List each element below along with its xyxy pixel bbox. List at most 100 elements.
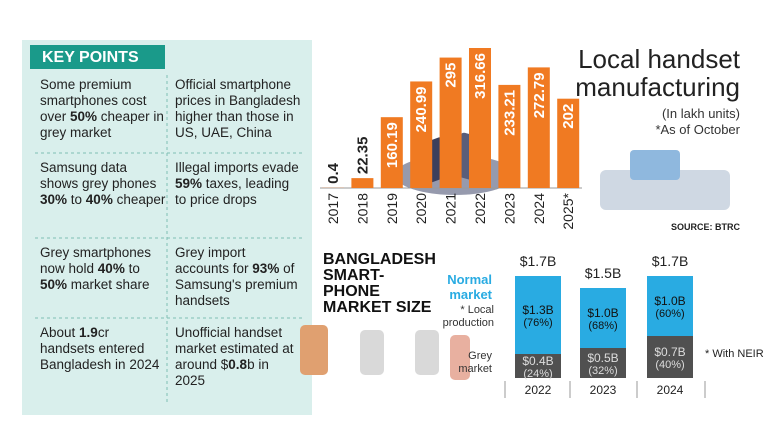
people-illustration xyxy=(300,325,470,380)
legend-note: * Local production xyxy=(442,304,494,329)
x-tick-label: 2024 xyxy=(531,193,547,224)
key-point: Samsung data shows grey phones 30% to 40… xyxy=(40,160,166,208)
value-label: $1.0B xyxy=(587,306,618,320)
bar-segment xyxy=(647,336,693,378)
key-text: taxes, leading to price drops xyxy=(175,176,290,207)
chart-title: SMART- xyxy=(323,267,384,284)
key-figure: 40% xyxy=(97,261,125,276)
value-label: 202 xyxy=(560,104,577,129)
bar xyxy=(498,84,521,188)
value-label: 272.79 xyxy=(531,72,548,118)
key-text: About xyxy=(40,325,80,340)
share-label: (76%) xyxy=(523,317,552,329)
value-label: $0.5B xyxy=(587,351,618,365)
key-points-title: KEY POINTS xyxy=(42,49,139,66)
key-figure: 50% xyxy=(40,277,68,292)
value-label: 233.21 xyxy=(501,90,518,136)
bar-segment xyxy=(580,288,626,348)
x-tick-label: 2017 xyxy=(325,193,341,224)
bar-segment xyxy=(515,276,561,354)
key-text: cr handsets entered Bangladesh in 2024 xyxy=(40,325,160,372)
x-tick-label: 2021 xyxy=(443,193,459,224)
total-label: $1.5B xyxy=(585,265,622,281)
key-point: Unofficial handset market estimated at a… xyxy=(175,325,301,389)
x-tick-label: 2023 xyxy=(590,383,617,397)
key-point: Illegal imports evade 59% taxes, leading… xyxy=(175,160,301,208)
chart-title: PHONE xyxy=(323,283,380,300)
chart-title: MARKET SIZE xyxy=(323,299,432,316)
key-text: of Samsung's premium handsets xyxy=(175,261,298,308)
x-tick-label: 2023 xyxy=(501,193,517,224)
value-label: $0.7B xyxy=(654,345,685,359)
key-text: Samsung data shows grey phones xyxy=(40,160,157,191)
value-label: 22.35 xyxy=(354,137,371,175)
bar-segment xyxy=(647,276,693,336)
share-label: (24%) xyxy=(523,368,552,380)
bar xyxy=(351,178,374,188)
key-figure: 1.9 xyxy=(79,325,98,340)
bar xyxy=(469,48,491,188)
key-point: Some premium smartphones cost over 50% c… xyxy=(40,77,166,141)
bar xyxy=(557,98,580,188)
note: * With NEIR xyxy=(705,348,764,360)
bar xyxy=(380,117,403,188)
separators xyxy=(35,75,305,405)
value-label: $1.0B xyxy=(654,294,685,308)
note: *As of October xyxy=(655,122,740,137)
value-label: 295 xyxy=(443,63,460,88)
x-tick-label: 2022 xyxy=(472,193,488,224)
chart-title: BANGLADESH xyxy=(323,251,436,268)
subtitle: (In lakh units) xyxy=(662,106,740,121)
x-tick-label: 2022 xyxy=(525,383,552,397)
share-label: (40%) xyxy=(655,359,684,371)
key-text: market share xyxy=(67,277,150,292)
value-label: 240.99 xyxy=(413,86,430,132)
share-label: (60%) xyxy=(655,308,684,320)
bar-segment xyxy=(580,348,626,378)
x-tick-label: 2019 xyxy=(384,193,400,224)
key-text: to xyxy=(124,261,140,276)
key-text: to xyxy=(67,192,86,207)
key-figure: 40% xyxy=(85,192,113,207)
key-text: b in 2025 xyxy=(175,357,269,388)
x-tick-label: 2025* xyxy=(560,192,576,229)
key-text: Some premium smartphones cost over xyxy=(40,77,147,124)
key-figure: 59% xyxy=(175,176,203,191)
value-label: 0.4 xyxy=(325,162,342,184)
key-figure: 93% xyxy=(252,261,280,276)
share-label: (32%) xyxy=(588,365,617,377)
value-label: $0.4B xyxy=(522,354,553,368)
chart-title: manufacturing xyxy=(575,72,740,102)
key-points-header xyxy=(30,45,165,69)
x-tick-label: 2024 xyxy=(657,383,684,397)
total-label: $1.7B xyxy=(520,253,557,269)
key-point: Grey smartphones now hold 40% to 50% mar… xyxy=(40,245,166,293)
key-point: About 1.9cr handsets entered Bangladesh … xyxy=(40,325,166,373)
total-label: $1.7B xyxy=(652,253,689,269)
key-text: cheaper xyxy=(112,192,166,207)
share-label: (68%) xyxy=(588,320,617,332)
value-label: 160.19 xyxy=(384,122,401,168)
key-point: Official smartphone prices in Bangladesh… xyxy=(175,77,301,141)
bar xyxy=(527,67,550,188)
value-label: 316.66 xyxy=(472,53,489,99)
x-tick-label: 2020 xyxy=(413,193,429,224)
key-text: Grey import accounts for xyxy=(175,245,253,276)
source: SOURCE: BTRC xyxy=(671,222,740,232)
chart-title: Local handset xyxy=(578,44,741,74)
key-point: Grey import accounts for 93% of Samsung'… xyxy=(175,245,301,309)
key-text: Unofficial handset market estimated at a… xyxy=(175,325,294,372)
key-text: Grey smartphones now hold xyxy=(40,245,152,276)
key-figure: 30% xyxy=(40,192,68,207)
legend-entry: Normal market xyxy=(447,272,492,302)
bar xyxy=(410,81,433,188)
key-text: Illegal imports evade xyxy=(175,160,299,175)
factory-illustration xyxy=(600,150,730,210)
key-figure: 0.8 xyxy=(228,357,248,372)
key-figure: 50% xyxy=(70,109,98,124)
bar-segment xyxy=(515,354,561,378)
bar xyxy=(439,57,462,188)
legend-entry: Grey market xyxy=(458,350,492,375)
